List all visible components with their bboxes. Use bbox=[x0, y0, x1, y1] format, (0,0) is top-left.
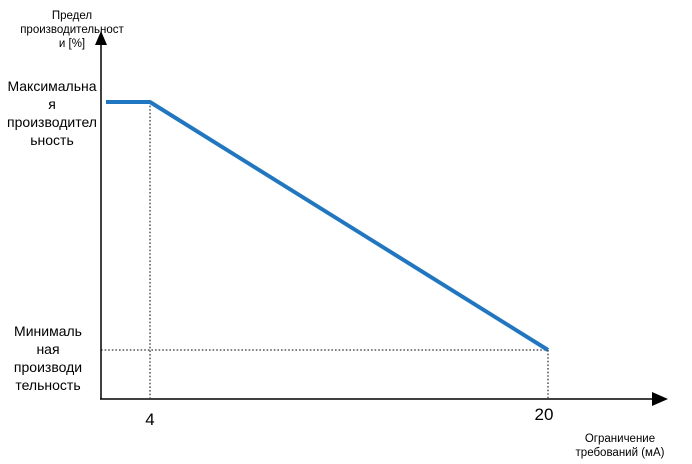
x-tick-label-4: 4 bbox=[145, 410, 154, 429]
xtitle-line-0: Ограничение bbox=[584, 433, 656, 445]
ymin-line-3: тельность bbox=[15, 377, 81, 393]
series-line bbox=[106, 100, 550, 352]
ymin-line-1: ная bbox=[36, 341, 60, 357]
x-tick-label-20: 20 bbox=[535, 405, 554, 424]
ymax-line-0: Максимальна bbox=[7, 78, 97, 94]
ymax-line-3: ьность bbox=[30, 132, 74, 148]
ymin-line-2: производи bbox=[13, 359, 83, 375]
ymax-line-1: я bbox=[48, 96, 56, 112]
x-axis-title: Ограничение требований (мА) bbox=[553, 432, 687, 460]
ytitle-line-1: производительност bbox=[20, 24, 124, 36]
y-tick-label-max: Максимальна я производител ьность bbox=[0, 77, 104, 149]
x-axis-arrow bbox=[652, 392, 668, 406]
ymin-line-0: Минималь bbox=[14, 323, 82, 339]
ytitle-line-0: Предел bbox=[51, 10, 93, 22]
y-tick-label-min: Минималь ная производи тельность bbox=[4, 322, 92, 394]
guide-lines bbox=[101, 102, 549, 398]
y-axis-title: Предел производительност и [%] bbox=[6, 9, 138, 51]
y-axis-arrow bbox=[95, 31, 107, 45]
ymax-line-2: производител bbox=[7, 114, 97, 130]
ytitle-line-2: и [%] bbox=[58, 38, 86, 50]
xtitle-line-1: требований (мА) bbox=[575, 447, 665, 459]
